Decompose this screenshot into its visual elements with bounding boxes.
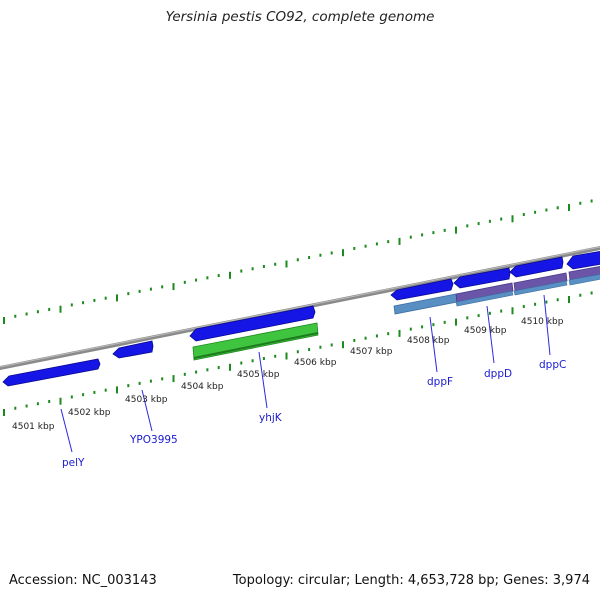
gene-label-dppC[interactable]: dppC: [539, 359, 566, 371]
gene-bar-yhjK-reverse[interactable]: [192, 322, 319, 361]
gene-arrow-yhjK[interactable]: [189, 305, 316, 342]
scale-label-4506: 4506 kbp: [294, 358, 337, 368]
gene-arrow-dppF[interactable]: [390, 278, 454, 301]
overlap-feature-dppC[interactable]: [513, 272, 568, 292]
gene-label-dppD[interactable]: dppD: [484, 368, 512, 380]
gene-label-YPO3995[interactable]: YPO3995: [129, 434, 178, 446]
scale-label-4505: 4505 kbp: [237, 370, 280, 380]
gene-bar-shadow: [193, 332, 319, 359]
leader-line-YPO3995: [141, 389, 153, 432]
leader-line-yhjK: [258, 351, 268, 409]
genome-backbone-highlight: [0, 246, 600, 368]
scale-label-4501: 4501 kbp: [12, 422, 55, 432]
leader-line-pelY: [60, 408, 73, 453]
cds-feature-next[interactable]: [568, 274, 600, 286]
overlap-feature-dppD[interactable]: [455, 282, 514, 303]
scale-label-4503: 4503 kbp: [125, 395, 168, 405]
gene-arrow-pelY[interactable]: [2, 358, 101, 387]
leader-line-dppD: [486, 305, 495, 364]
cds-feature-dppD[interactable]: [455, 290, 514, 307]
accession-text: Accession: NC_003143: [9, 573, 157, 588]
scale-label-4508: 4508 kbp: [407, 336, 450, 346]
scale-label-4507: 4507 kbp: [350, 347, 393, 357]
scale-label-4504: 4504 kbp: [181, 382, 224, 392]
genome-backbone: [0, 245, 600, 371]
scale-label-4502: 4502 kbp: [68, 408, 111, 418]
genome-summary-text: Topology: circular; Length: 4,653,728 bp…: [232, 573, 590, 588]
gene-label-dppF[interactable]: dppF: [427, 376, 453, 388]
outer-tick-ring: [3, 199, 593, 324]
gene-arrow-dppD[interactable]: [453, 267, 511, 289]
leader-line-dppF: [429, 316, 438, 373]
gene-arrow-next[interactable]: [566, 250, 600, 270]
cds-feature-dppC[interactable]: [513, 280, 568, 296]
gene-arrow-dppC[interactable]: [509, 256, 564, 278]
map-title: Yersinia pestis CO92, complete genome: [165, 9, 435, 25]
gene-label-yhjK[interactable]: yhjK: [259, 412, 283, 424]
overlap-feature-next[interactable]: [568, 265, 600, 281]
gene-arrow-YPO3995[interactable]: [112, 340, 154, 359]
scale-label-4509: 4509 kbp: [464, 326, 507, 336]
scale-tick-ring: [3, 291, 593, 416]
gene-label-pelY[interactable]: pelY: [62, 457, 85, 469]
scale-label-4510: 4510 kbp: [521, 317, 564, 327]
leader-line-dppC: [543, 294, 551, 356]
